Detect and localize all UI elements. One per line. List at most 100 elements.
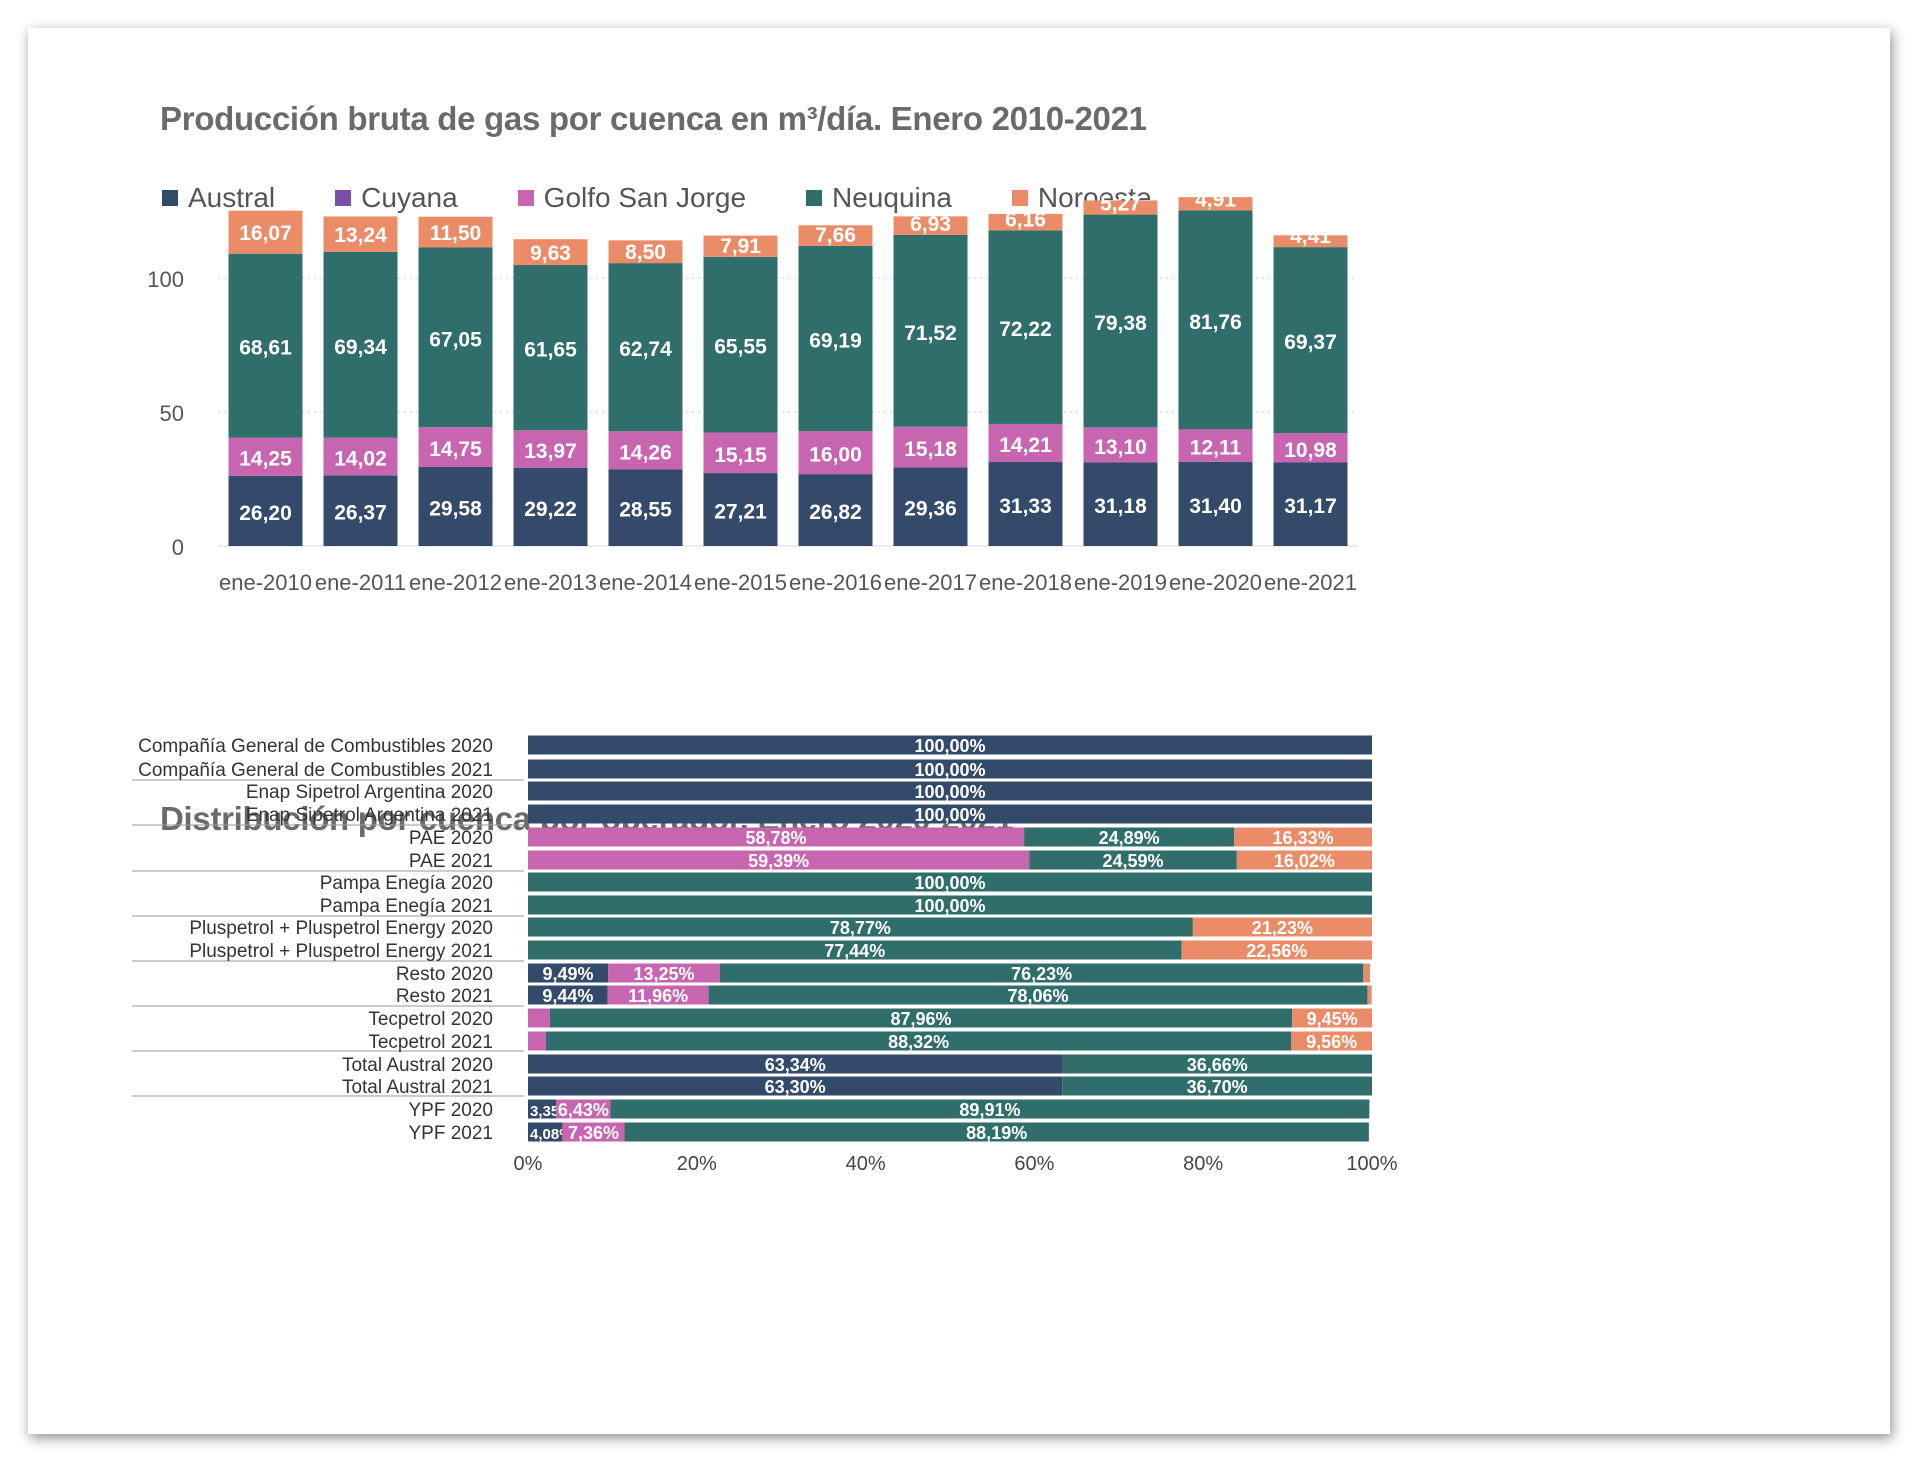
chart2-title: Distribución por cuenca por operador. En… xyxy=(160,800,1014,837)
hbar-label-golfo-san-jorge: 13,25% xyxy=(633,964,694,984)
legend-label: Cuyana xyxy=(361,182,458,213)
bar-golfo-san-jorge-ene-2014 xyxy=(608,431,683,470)
data-label-austral: 31,17 xyxy=(1284,495,1337,518)
bar-austral-ene-2012 xyxy=(418,466,493,546)
hbar-label-neuquina: 88,32% xyxy=(888,1032,949,1052)
bar-neuquina-ene-2018 xyxy=(988,230,1063,424)
data-label-austral: 26,20 xyxy=(239,502,292,525)
hbar-neuquina xyxy=(610,1099,1370,1119)
legend-label: Golfo San Jorge xyxy=(543,182,747,213)
bar-noroeste-ene-2016 xyxy=(798,225,873,246)
x-tick-label: ene-2019 xyxy=(1074,570,1167,595)
bar-neuquina-ene-2010 xyxy=(228,253,303,438)
hbar-label-neuquina: 78,06% xyxy=(1007,986,1068,1006)
bar-austral-ene-2019 xyxy=(1083,462,1158,546)
hbar-neuquina xyxy=(528,895,1372,915)
hbar-label-austral: 4,08% xyxy=(530,1126,573,1143)
legend-label: Neuquina xyxy=(832,182,952,213)
hbar-golfo-san-jorge xyxy=(607,985,709,1005)
data-label-golfo-san-jorge: 14,21 xyxy=(999,434,1052,457)
bar-golfo-san-jorge-ene-2020 xyxy=(1178,429,1253,462)
bar-noroeste-ene-2013 xyxy=(513,239,588,266)
bar-austral-ene-2021 xyxy=(1273,462,1348,546)
hbar-golfo-san-jorge xyxy=(562,1122,625,1142)
data-label-noroeste: 7,91 xyxy=(720,235,761,258)
row-label: Tecpetrol 2021 xyxy=(368,1032,493,1053)
bar-noroeste-ene-2018 xyxy=(988,213,1063,231)
hbar-noroeste xyxy=(1292,1008,1372,1028)
chart1-title: Producción bruta de gas por cuenca en m³… xyxy=(160,100,1147,137)
legend-swatch xyxy=(806,190,823,206)
hbar-neuquina xyxy=(1024,827,1235,847)
data-label-golfo-san-jorge: 16,00 xyxy=(809,444,862,467)
data-label-austral: 27,21 xyxy=(714,501,767,524)
row-label: Pampa Enegía 2020 xyxy=(320,873,493,894)
row-label: Tecpetrol 2020 xyxy=(368,1009,493,1030)
x-tick-label: ene-2020 xyxy=(1169,570,1262,595)
data-label-neuquina: 71,52 xyxy=(904,322,957,345)
x-tick-label: ene-2011 xyxy=(315,570,406,595)
bar-noroeste-ene-2011 xyxy=(323,216,398,252)
hbar-label-neuquina: 24,59% xyxy=(1102,851,1163,871)
data-label-neuquina: 79,38 xyxy=(1094,312,1147,335)
hbar-neuquina xyxy=(719,963,1364,983)
hbar-label-neuquina: 87,96% xyxy=(891,1009,952,1029)
x-tick-label: ene-2016 xyxy=(789,570,882,595)
bar-golfo-san-jorge-ene-2015 xyxy=(703,432,778,474)
row-label: Resto 2020 xyxy=(396,964,493,985)
row-label: Resto 2021 xyxy=(396,986,493,1007)
x-tick-label: ene-2012 xyxy=(409,570,502,595)
data-label-noroeste: 7,66 xyxy=(815,224,856,247)
hbar-noroeste xyxy=(1234,827,1372,847)
data-label-noroeste: 8,50 xyxy=(625,241,666,264)
bar-austral-ene-2014 xyxy=(608,469,683,546)
data-label-noroeste: 4,91 xyxy=(1195,188,1236,211)
y-tick-label: 50 xyxy=(160,401,184,426)
x-tick-label: 20% xyxy=(677,1153,717,1175)
data-label-austral: 29,22 xyxy=(524,498,577,521)
x-tick-label: ene-2014 xyxy=(599,570,692,595)
data-label-neuquina: 81,76 xyxy=(1189,311,1242,334)
hbar-label-noroeste: 9,45% xyxy=(1307,1009,1358,1029)
row-label: Pluspetrol + Pluspetrol Energy 2021 xyxy=(189,941,493,962)
hbar-label-golfo-san-jorge: 7,36% xyxy=(568,1123,619,1143)
bar-neuquina-ene-2015 xyxy=(703,256,778,433)
data-label-golfo-san-jorge: 12,11 xyxy=(1190,437,1242,460)
data-label-austral: 31,33 xyxy=(999,495,1052,518)
data-label-neuquina: 69,34 xyxy=(334,336,387,359)
hbar-label-neuquina: 77,44% xyxy=(824,941,885,961)
data-label-neuquina: 62,74 xyxy=(619,338,672,361)
data-label-austral: 31,18 xyxy=(1094,495,1147,518)
x-tick-label: ene-2021 xyxy=(1264,570,1357,595)
legend-item-austral: Austral xyxy=(162,182,275,214)
bar-austral-ene-2013 xyxy=(513,467,588,546)
bar-golfo-san-jorge-ene-2012 xyxy=(418,427,493,467)
x-tick-label: 40% xyxy=(846,1153,886,1175)
hbar-austral xyxy=(528,1076,1063,1096)
hbar-golfo-san-jorge xyxy=(528,850,1030,870)
data-label-austral: 26,82 xyxy=(809,501,862,524)
data-label-golfo-san-jorge: 15,15 xyxy=(714,444,767,467)
data-label-golfo-san-jorge: 13,10 xyxy=(1094,436,1147,459)
bar-noroeste-ene-2019 xyxy=(1083,200,1158,215)
hbar-neuquina xyxy=(549,1008,1293,1028)
bar-noroeste-ene-2014 xyxy=(608,240,683,264)
hbar-label-austral: 9,44% xyxy=(542,986,593,1006)
data-label-golfo-san-jorge: 14,26 xyxy=(619,441,672,464)
hbar-label-noroeste: 21,23% xyxy=(1252,918,1313,938)
row-label: YPF 2021 xyxy=(409,1123,494,1144)
x-tick-label: ene-2018 xyxy=(979,570,1072,595)
data-label-golfo-san-jorge: 10,98 xyxy=(1284,439,1337,462)
x-tick-label: 80% xyxy=(1183,1153,1223,1175)
bar-noroeste-ene-2012 xyxy=(418,216,493,248)
data-label-austral: 29,58 xyxy=(429,497,482,520)
hbar-austral xyxy=(528,963,609,983)
data-label-neuquina: 72,22 xyxy=(999,318,1052,341)
x-tick-label: ene-2017 xyxy=(884,570,977,595)
data-label-golfo-san-jorge: 13,97 xyxy=(524,440,577,463)
bar-neuquina-ene-2020 xyxy=(1178,210,1253,430)
row-label: Pampa Enegía 2021 xyxy=(320,896,493,917)
bar-neuquina-ene-2021 xyxy=(1273,247,1348,434)
y-tick-label: 0 xyxy=(172,535,184,560)
bar-golfo-san-jorge-ene-2021 xyxy=(1273,433,1348,463)
